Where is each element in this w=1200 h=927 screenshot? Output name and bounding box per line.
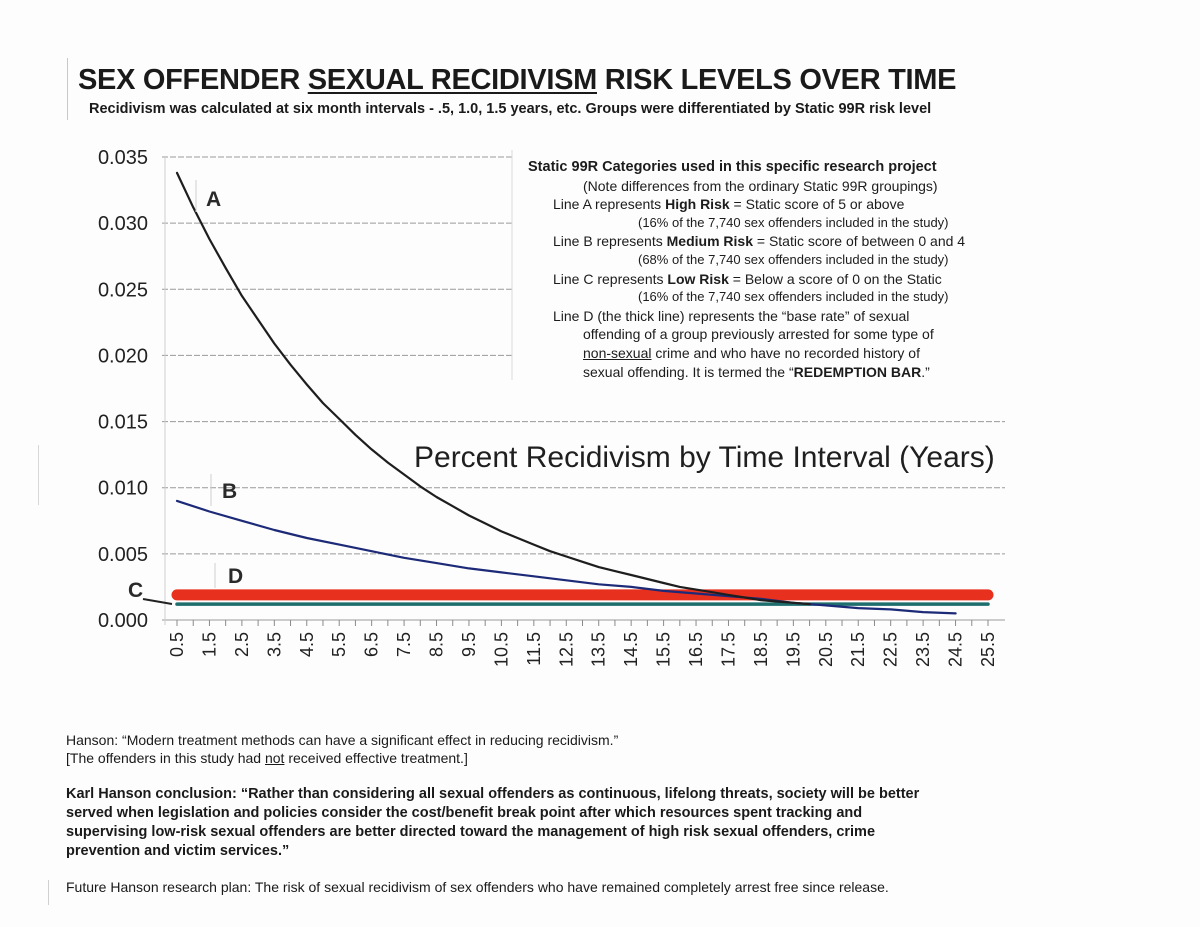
series-lines (171, 171, 994, 615)
y-tick-label: 0.015 (98, 412, 148, 434)
page-subtitle: Recidivism was calculated at six month i… (89, 101, 932, 117)
legend-line-a-share: (16% of the 7,740 sex offenders included… (638, 214, 949, 230)
legend-line-b: Line B represents Medium Risk = Static s… (553, 233, 966, 250)
y-tick-label: 0.010 (98, 478, 148, 500)
x-tick-label: 14.5 (621, 632, 641, 667)
x-tick-label: 2.5 (232, 632, 252, 657)
legend-box: Static 99R Categories used in this speci… (528, 158, 965, 381)
x-tick-label: 6.5 (362, 632, 382, 657)
hanson-conclusion: Karl Hanson conclusion: “Rather than con… (66, 786, 920, 859)
treatment-note: Hanson: “Modern treatment methods can ha… (66, 731, 618, 767)
legend-line-a: Line A represents High Risk = Static sco… (553, 196, 905, 213)
x-tick-label: 5.5 (329, 632, 349, 657)
x-tick-label: 0.5 (167, 632, 187, 657)
chart-title: Percent Recidivism by Time Interval (Yea… (414, 441, 995, 474)
legend-line-b-share: (68% of the 7,740 sex offenders included… (638, 251, 949, 267)
x-tick-label: 16.5 (686, 632, 706, 667)
x-tick-label: 18.5 (751, 632, 771, 667)
x-tick-label: 15.5 (654, 632, 674, 667)
x-tick-label: 8.5 (427, 632, 447, 657)
legend-note: (Note differences from the ordinary Stat… (583, 177, 938, 194)
series-labels: A B C D (128, 180, 243, 605)
series-line-b (175, 499, 957, 615)
x-tick-label: 22.5 (881, 632, 901, 667)
x-tick-label: 3.5 (264, 632, 284, 657)
x-tick-label: 11.5 (524, 632, 544, 666)
legend-line-c: Line C represents Low Risk = Below a sco… (553, 270, 942, 287)
x-tick-label: 23.5 (913, 632, 933, 667)
x-tick-label: 13.5 (589, 632, 609, 667)
label-c-leader (142, 598, 173, 605)
x-tick-label: 1.5 (199, 632, 219, 657)
y-tick-label: 0.030 (98, 213, 148, 235)
x-tick-label: 25.5 (978, 632, 998, 667)
scan-edge-mark (67, 58, 68, 120)
scan-edge-mark (48, 880, 49, 905)
y-tick-label: 0.000 (98, 610, 148, 632)
x-tick-label: 21.5 (848, 632, 868, 667)
x-tick-label: 19.5 (783, 632, 803, 667)
x-axis-ticks: 0.5 1.5 2.5 3.5 4.5 5.5 6.5 7.5 8.5 9.5 10.5 11.5 12… (167, 620, 998, 667)
series-label-d: D (228, 565, 243, 588)
page-title: SEX OFFENDER SEXUAL RECIDIVISM RISK LEVE… (78, 64, 957, 96)
x-tick-label: 10.5 (491, 632, 511, 667)
series-label-b: B (222, 480, 237, 503)
legend-line-d-3: non-sexual crime and who have no recorde… (583, 344, 920, 361)
x-tick-label: 12.5 (556, 632, 576, 667)
gridlines (162, 150, 1005, 625)
x-tick-label: 24.5 (946, 632, 966, 667)
future-research-note: Future Hanson research plan: The risk of… (66, 879, 889, 895)
y-tick-label: 0.020 (98, 345, 148, 367)
hanson-quote: Hanson: “Modern treatment methods can ha… (66, 732, 619, 748)
title-underlined: SEXUAL RECIDIVISM (307, 64, 598, 96)
legend-line-c-share: (16% of the 7,740 sex offenders included… (638, 289, 949, 305)
scan-edge-mark (38, 445, 39, 505)
legend-line-d-4: sexual offending. It is termed the “REDE… (583, 363, 930, 380)
series-line-a (175, 171, 811, 606)
x-tick-label: 9.5 (459, 632, 479, 657)
x-tick-label: 7.5 (394, 632, 414, 657)
y-tick-label: 0.025 (98, 279, 148, 301)
y-tick-label: 0.005 (98, 544, 148, 566)
series-label-c: C (128, 579, 143, 602)
x-tick-label: 4.5 (297, 632, 317, 657)
y-tick-label: 0.035 (98, 147, 148, 169)
legend-line-d-2: offending of a group previously arrested… (583, 326, 934, 343)
treatment-bracket: [The offenders in this study had not rec… (66, 750, 468, 766)
x-tick-label: 20.5 (816, 632, 836, 667)
legend-line-d-1: Line D (the thick line) represents the “… (553, 307, 910, 324)
series-label-a: A (206, 188, 221, 211)
x-tick-label: 17.5 (718, 632, 738, 667)
legend-heading: Static 99R Categories used in this speci… (528, 159, 937, 175)
y-axis-ticks: 0.000 0.005 0.010 0.015 0.020 0.025 0.030 0.035 (98, 147, 148, 632)
